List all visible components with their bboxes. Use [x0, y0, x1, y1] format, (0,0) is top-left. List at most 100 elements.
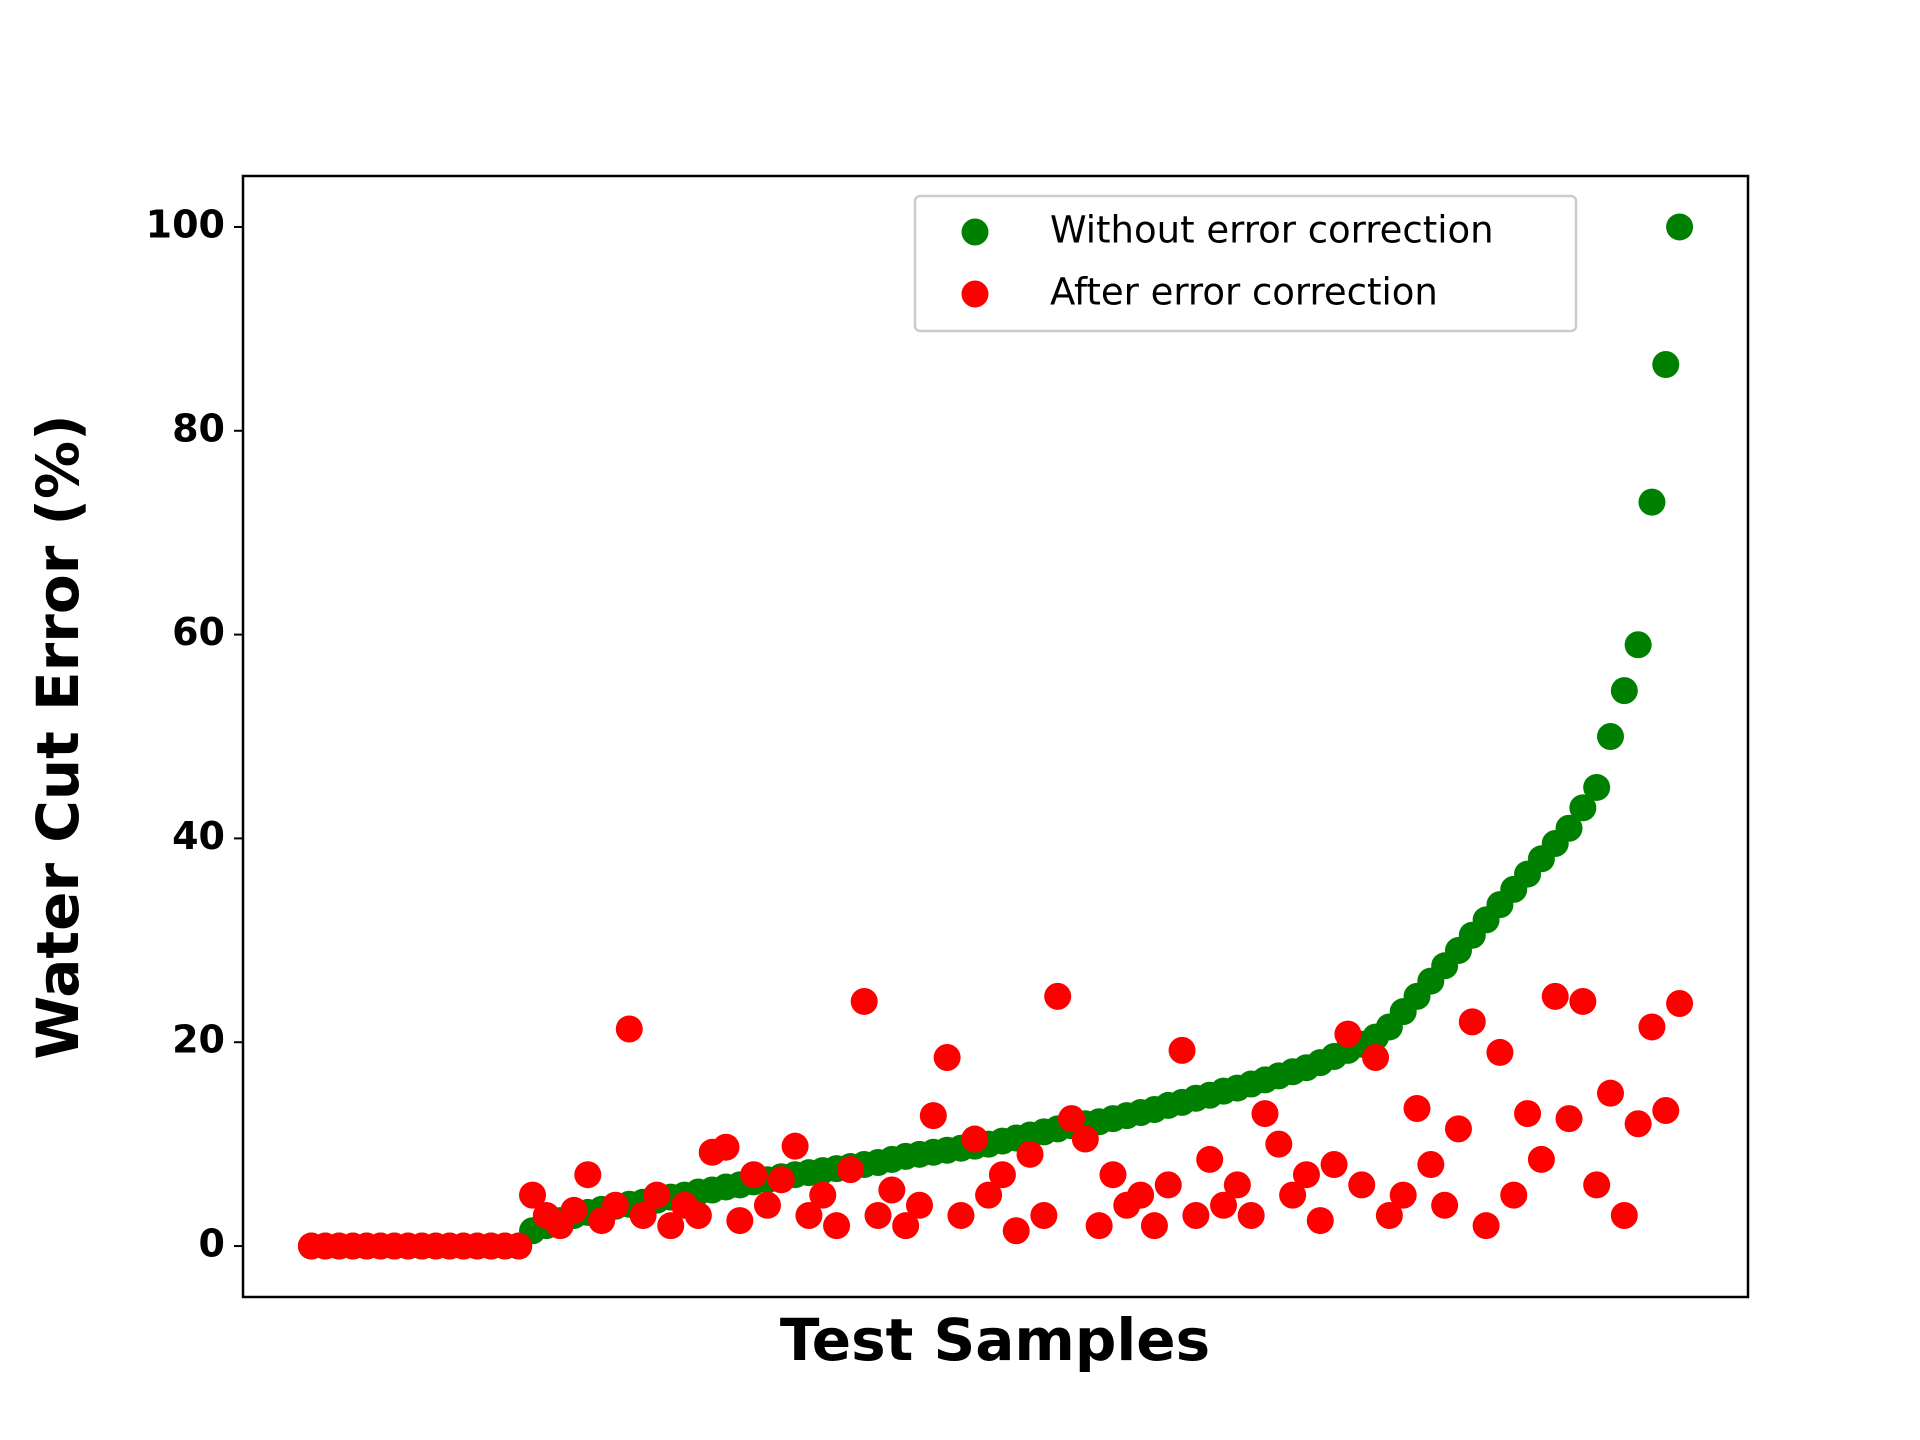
- point: [767, 1166, 795, 1194]
- point: [1058, 1105, 1086, 1133]
- point: [1099, 1161, 1127, 1189]
- point: [961, 1125, 989, 1153]
- point: [657, 1212, 685, 1240]
- point: [836, 1156, 864, 1184]
- legend-label: After error correction: [1050, 271, 1438, 314]
- point: [726, 1207, 754, 1235]
- point: [1555, 814, 1583, 842]
- point: [1127, 1181, 1155, 1209]
- point: [1569, 794, 1597, 822]
- point: [1237, 1201, 1265, 1229]
- y-tick-label: 100: [146, 202, 225, 246]
- y-tick-label: 0: [199, 1222, 225, 1266]
- point: [1168, 1036, 1196, 1064]
- point: [905, 1191, 933, 1219]
- point: [1652, 1097, 1680, 1125]
- point: [988, 1161, 1016, 1189]
- point: [1472, 1212, 1500, 1240]
- point: [1210, 1191, 1238, 1219]
- point: [1016, 1140, 1044, 1168]
- y-tick-label: 40: [172, 814, 225, 858]
- point: [753, 1191, 781, 1219]
- point: [1265, 1130, 1293, 1158]
- point: [795, 1201, 823, 1229]
- point: [1458, 1008, 1486, 1036]
- point: [1279, 1181, 1307, 1209]
- point: [781, 1132, 809, 1160]
- point: [878, 1176, 906, 1204]
- point: [629, 1201, 657, 1229]
- point: [1555, 1105, 1583, 1133]
- point: [1624, 631, 1652, 659]
- point: [1652, 351, 1680, 379]
- point: [1444, 1115, 1472, 1143]
- point: [1638, 1013, 1666, 1041]
- legend-marker: [961, 280, 989, 308]
- legend-label: Without error correction: [1050, 209, 1494, 252]
- point: [574, 1161, 602, 1189]
- legend-box: [913, 194, 1578, 333]
- point: [1666, 990, 1694, 1018]
- point: [864, 1201, 892, 1229]
- y-tick-label: 80: [172, 406, 225, 450]
- point: [684, 1201, 712, 1229]
- point: [1610, 677, 1638, 705]
- x-axis-label: Test Samples: [780, 1306, 1210, 1374]
- point: [712, 1133, 740, 1161]
- y-tick-label: 20: [172, 1018, 225, 1062]
- point: [1154, 1171, 1182, 1199]
- y-tick-label: 60: [172, 610, 225, 654]
- point: [1624, 1110, 1652, 1138]
- point: [1362, 1044, 1390, 1072]
- point: [1541, 982, 1569, 1010]
- point: [1583, 773, 1611, 801]
- point: [1596, 1079, 1624, 1107]
- point: [1140, 1212, 1168, 1240]
- point: [519, 1181, 547, 1209]
- point: [615, 1015, 643, 1043]
- point: [1320, 1151, 1348, 1179]
- point: [1085, 1212, 1113, 1240]
- point: [1292, 1161, 1320, 1189]
- point: [505, 1232, 533, 1260]
- point: [1182, 1201, 1210, 1229]
- point: [1375, 1201, 1403, 1229]
- point: [1403, 1094, 1431, 1122]
- point: [1389, 1181, 1417, 1209]
- point: [560, 1196, 588, 1224]
- point: [1638, 488, 1666, 516]
- plot-frame: [241, 174, 1750, 1299]
- point: [601, 1191, 629, 1219]
- point: [892, 1212, 920, 1240]
- point: [1251, 1100, 1279, 1128]
- point: [1196, 1145, 1224, 1173]
- point: [1223, 1171, 1251, 1199]
- point: [1500, 1181, 1528, 1209]
- point: [1486, 1038, 1514, 1066]
- y-axis-label: Water Cut Error (%): [24, 414, 92, 1059]
- point: [1071, 1125, 1099, 1153]
- point: [975, 1181, 1003, 1209]
- point: [1306, 1207, 1334, 1235]
- point: [1514, 1100, 1542, 1128]
- point: [1348, 1171, 1376, 1199]
- point: [933, 1044, 961, 1072]
- point: [809, 1181, 837, 1209]
- point: [1583, 1171, 1611, 1199]
- point: [740, 1161, 768, 1189]
- point: [850, 987, 878, 1015]
- point: [1044, 982, 1072, 1010]
- point: [947, 1201, 975, 1229]
- point: [1596, 723, 1624, 750]
- point: [1527, 1145, 1555, 1173]
- point: [1002, 1217, 1030, 1245]
- point: [1431, 1191, 1459, 1219]
- point: [823, 1212, 851, 1240]
- point: [1417, 1151, 1445, 1179]
- point: [1569, 987, 1597, 1015]
- point: [1610, 1201, 1638, 1229]
- point: [1666, 213, 1694, 241]
- legend-marker: [961, 218, 989, 246]
- point: [1334, 1020, 1362, 1048]
